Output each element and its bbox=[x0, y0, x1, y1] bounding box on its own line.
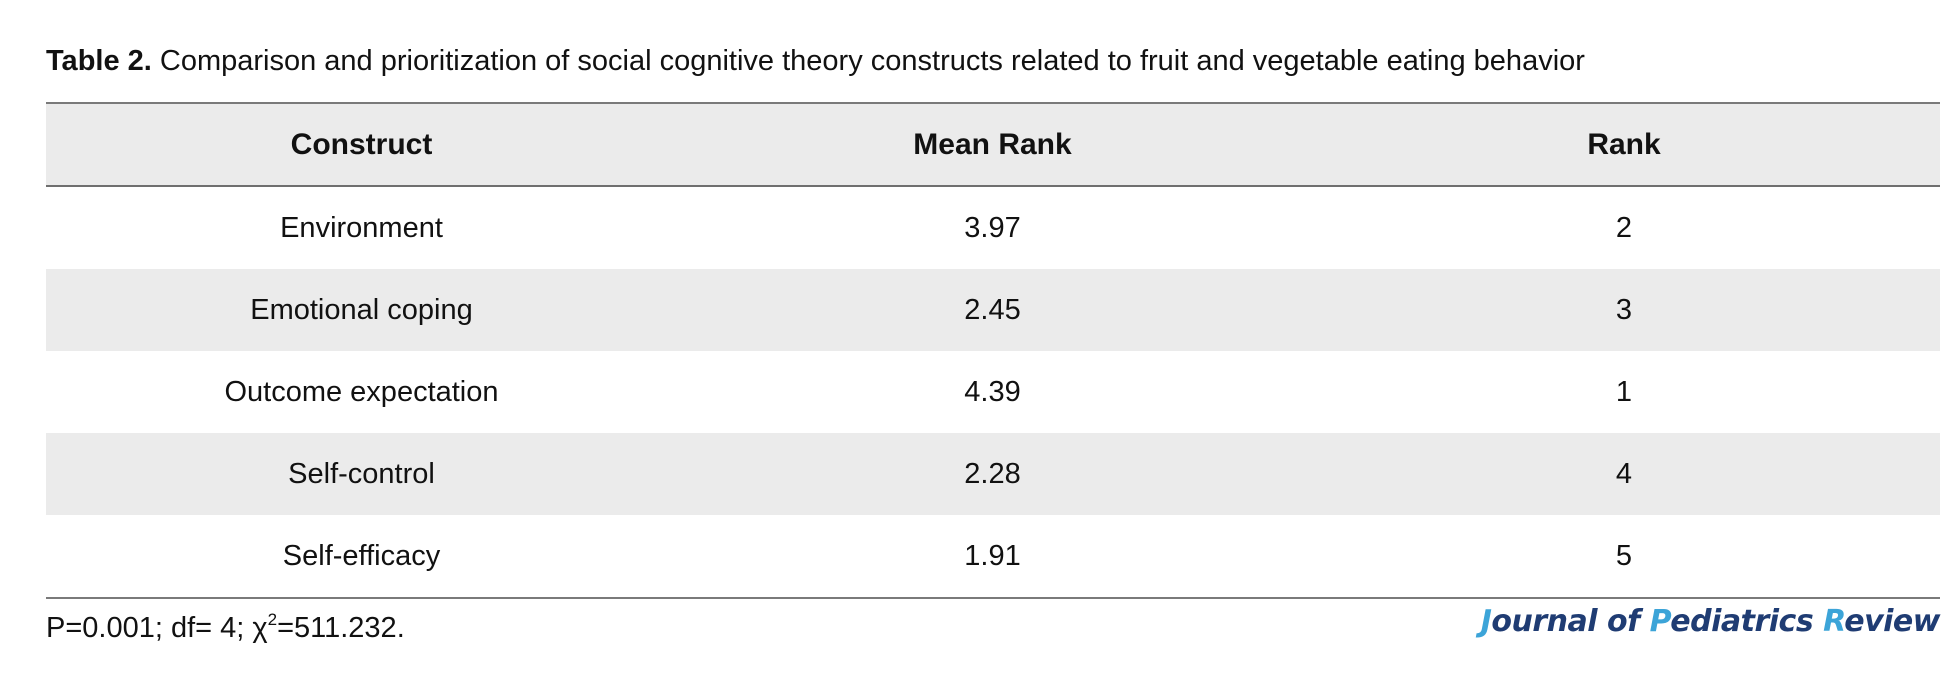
cell-construct: Outcome expectation bbox=[224, 375, 499, 408]
column-header-construct: Construct bbox=[290, 127, 433, 161]
table-row: Self-control 2.28 4 bbox=[46, 433, 1940, 515]
cell-mean-rank: 2.45 bbox=[964, 293, 1021, 326]
table-header: Construct Mean Rank Rank bbox=[46, 103, 1940, 186]
table-row: Self-efficacy 1.91 5 bbox=[46, 515, 1940, 598]
cell-construct: Environment bbox=[280, 211, 443, 244]
footnote-stats: P=0.001; df= 4; χ bbox=[46, 612, 268, 644]
logo-part: eview bbox=[1844, 604, 1940, 639]
logo-part: J bbox=[1480, 604, 1492, 639]
data-table: Construct Mean Rank Rank Environment 3.9… bbox=[46, 102, 1940, 599]
table-row: Environment 3.97 2 bbox=[46, 186, 1940, 269]
table-footnote: P=0.001; df= 4; χ2=511.232. bbox=[46, 610, 405, 646]
cell-construct: Emotional coping bbox=[250, 293, 473, 326]
logo-part: P bbox=[1649, 604, 1671, 639]
table-caption-text: Comparison and prioritization of social … bbox=[151, 45, 1585, 77]
cell-construct: Self-efficacy bbox=[282, 539, 441, 572]
logo-part: ediatrics bbox=[1670, 604, 1824, 639]
footnote-superscript: 2 bbox=[267, 610, 278, 629]
cell-rank: 2 bbox=[1615, 211, 1633, 244]
journal-logo: Journal of Pediatrics Review bbox=[1480, 604, 1941, 639]
column-header-mean-rank: Mean Rank bbox=[913, 127, 1072, 161]
table-caption-label: Table 2. bbox=[46, 45, 152, 77]
table-caption: Table 2. Comparison and prioritization o… bbox=[46, 44, 1585, 78]
cell-mean-rank: 2.28 bbox=[964, 457, 1021, 490]
table-body: Environment 3.97 2 Emotional coping 2.45… bbox=[46, 186, 1940, 598]
table-row: Outcome expectation 4.39 1 bbox=[46, 351, 1940, 433]
cell-mean-rank: 4.39 bbox=[964, 375, 1021, 408]
cell-rank: 5 bbox=[1615, 539, 1633, 572]
footnote-stats-value: =511.232. bbox=[277, 612, 405, 644]
cell-mean-rank: 3.97 bbox=[964, 211, 1021, 244]
cell-construct: Self-control bbox=[288, 457, 435, 490]
table-row: Emotional coping 2.45 3 bbox=[46, 269, 1940, 351]
logo-part: R bbox=[1823, 604, 1845, 639]
table-header-row: Construct Mean Rank Rank bbox=[46, 103, 1940, 186]
cell-rank: 1 bbox=[1615, 375, 1633, 408]
cell-rank: 3 bbox=[1615, 293, 1633, 326]
logo-part: ournal of bbox=[1491, 604, 1650, 639]
cell-rank: 4 bbox=[1615, 457, 1633, 490]
column-header-rank: Rank bbox=[1587, 127, 1661, 161]
cell-mean-rank: 1.91 bbox=[964, 539, 1021, 572]
